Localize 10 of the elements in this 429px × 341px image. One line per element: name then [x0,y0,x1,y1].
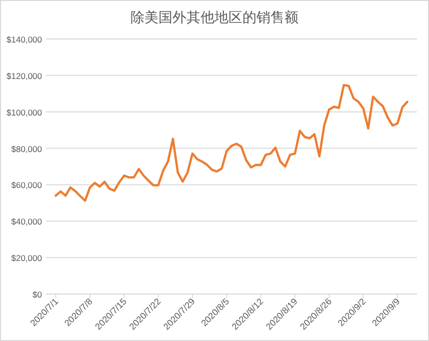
y-tick-label: $40,000 [11,216,42,227]
y-tick-label: $120,000 [6,70,42,81]
y-tick-label: $20,000 [11,253,42,264]
y-tick-label: $60,000 [11,180,42,190]
y-tick-label: $0 [32,290,42,300]
chart-title: 除美国外其他地区的销售额 [130,9,298,25]
y-tick-label: $100,000 [6,107,42,118]
line-series [54,84,408,202]
y-tick-label: $140,000 [6,34,42,44]
y-tick-label: $80,000 [11,144,42,154]
